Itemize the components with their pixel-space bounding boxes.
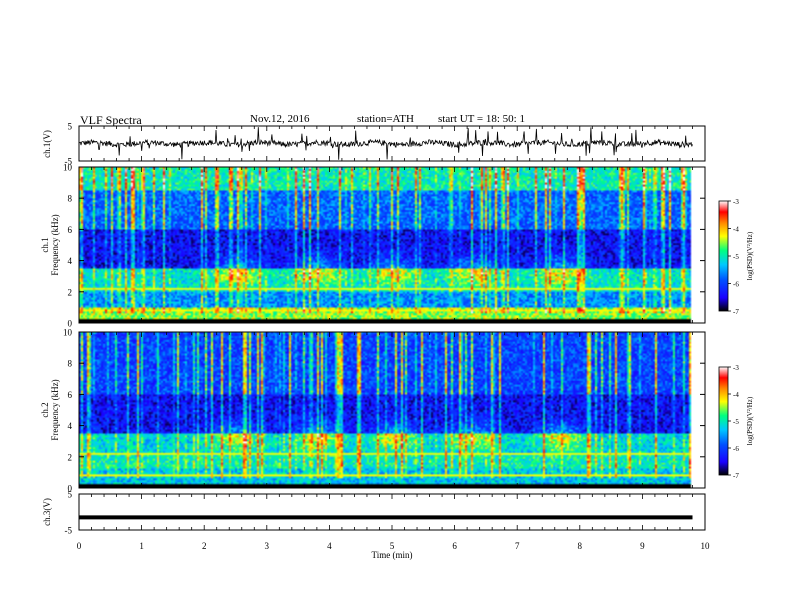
xtick-label: 4 <box>327 541 332 551</box>
ytick-label: 5 <box>68 122 73 132</box>
ytick-label: 10 <box>63 328 73 338</box>
ch2-colorbar-label: log(PSD)(V²/Hz) <box>746 396 754 445</box>
ytick-label: 8 <box>68 359 73 369</box>
colorbar-tick-label: -4 <box>733 391 739 399</box>
ch1-colorbar <box>718 200 729 312</box>
ytick-label: 2 <box>68 452 73 462</box>
x-axis-label: Time (min) <box>372 550 413 560</box>
ch2-spectrogram-panel <box>79 332 705 488</box>
ch1-wave-ylabel: ch.1(V) <box>42 130 52 158</box>
colorbar-tick-label: -4 <box>733 226 739 234</box>
xtick-label: 9 <box>640 541 645 551</box>
ytick-label: 10 <box>63 163 73 173</box>
xtick-label: 1 <box>139 541 144 551</box>
ytick-label: 4 <box>68 421 73 431</box>
ytick-label: -5 <box>65 157 73 167</box>
xtick-label: 7 <box>515 541 520 551</box>
colorbar-tick-label: -5 <box>733 253 739 261</box>
colorbar-tick-label: -3 <box>733 198 739 206</box>
xtick-label: 10 <box>701 541 711 551</box>
chart-title: VLF Spectra <box>80 113 142 127</box>
ch1-spectrogram-panel <box>79 167 705 323</box>
ytick-label: 6 <box>68 390 73 400</box>
ch1-colorbar-label: log(PSD)(V²/Hz) <box>746 231 754 280</box>
ch3-wave-ylabel: ch.3(V) <box>42 498 52 526</box>
ch1-spec-ylabel: ch.1Frequency (kHz) <box>40 214 60 275</box>
ch1-waveform-panel-trace <box>78 127 693 160</box>
ytick-label: 5 <box>68 490 73 500</box>
colorbar-tick-label: -7 <box>733 308 739 316</box>
colorbar-tick-label: -6 <box>733 445 739 453</box>
date-label: Nov.12, 2016 <box>250 113 310 125</box>
ch2-colorbar <box>718 366 729 476</box>
ytick-label: 6 <box>68 225 73 235</box>
ytick-label: 4 <box>68 256 73 266</box>
ch2-spec-ylabel: ch.2Frequency (kHz) <box>40 379 60 440</box>
xtick-label: 8 <box>578 541 583 551</box>
station-label: station=ATH <box>357 113 414 125</box>
ytick-label: 8 <box>68 194 73 204</box>
colorbar-tick-label: -6 <box>733 281 739 289</box>
xtick-label: 6 <box>452 541 457 551</box>
xtick-label: 5 <box>390 541 395 551</box>
ytick-label: 2 <box>68 287 73 297</box>
xtick-label: 3 <box>265 541 270 551</box>
colorbar-tick-label: -7 <box>733 472 739 480</box>
xtick-label: 2 <box>202 541 207 551</box>
colorbar-tick-label: -3 <box>733 364 739 372</box>
ytick-label: -5 <box>65 526 73 536</box>
xtick-label: 0 <box>77 541 82 551</box>
ytick-label: 0 <box>68 319 73 329</box>
ch3-waveform-panel-frame <box>78 493 706 531</box>
colorbar-tick-label: -5 <box>733 418 739 426</box>
ytick-label: 0 <box>68 484 73 494</box>
start-time-label: start UT = 18: 50: 1 <box>438 113 525 125</box>
